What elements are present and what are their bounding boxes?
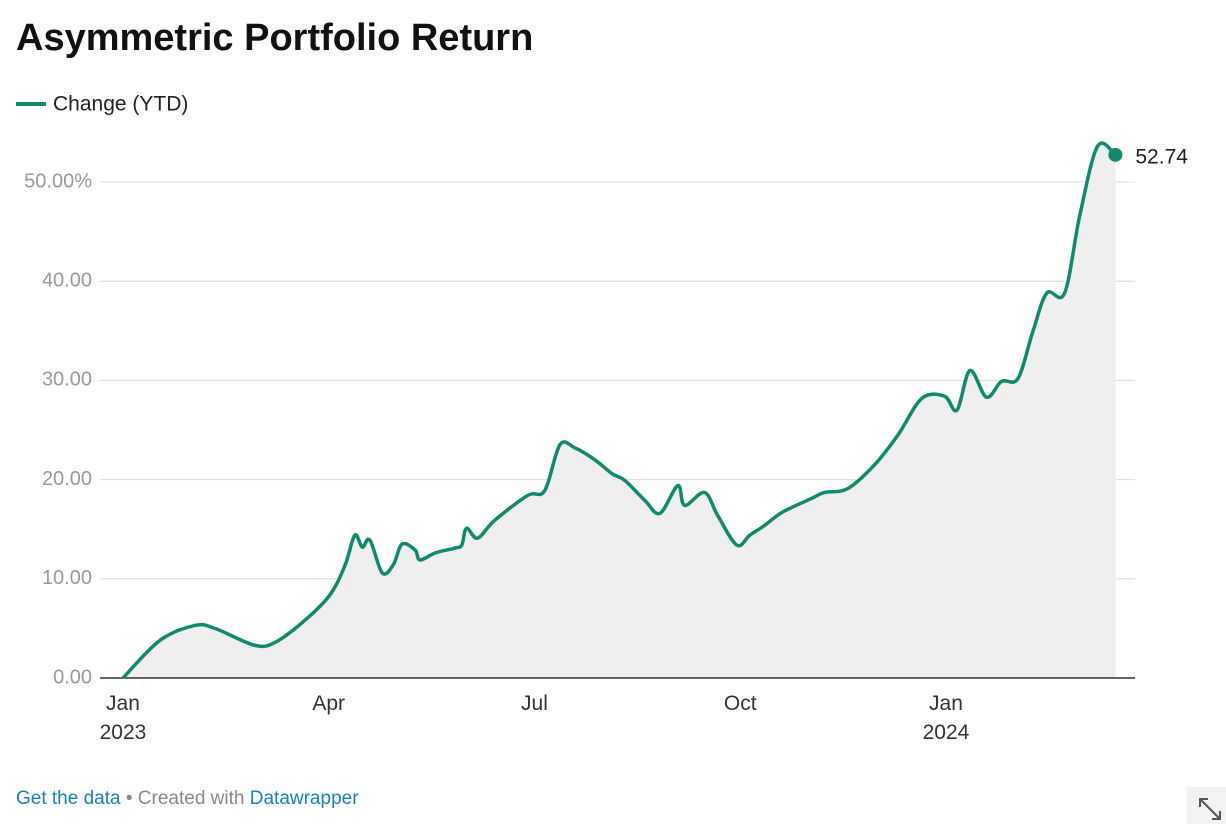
data-link[interactable]: Get the data xyxy=(16,788,121,809)
y-tick-label: 40.00 xyxy=(42,269,92,291)
y-tick-label: 50.00% xyxy=(24,170,92,192)
x-tick-label: Apr xyxy=(312,692,346,715)
y-tick-label: 10.00 xyxy=(42,567,92,589)
tool-link[interactable]: Datawrapper xyxy=(249,788,359,809)
legend-label: Change (YTD) xyxy=(53,93,188,116)
y-tick-label: 20.00 xyxy=(42,468,92,490)
credit: Created with xyxy=(137,788,245,809)
line xyxy=(121,141,1117,680)
chart-title: Asymmetric Portfolio Return xyxy=(16,17,533,59)
x-tick-label: Jan 2023 xyxy=(99,692,147,744)
y-tick-label: 30.00 xyxy=(42,369,92,391)
x-tick-label: Jul xyxy=(521,692,548,715)
x-tick-label: Oct xyxy=(723,692,757,715)
end-point xyxy=(1108,147,1123,162)
x-tick-label: Jan 2024 xyxy=(922,692,970,744)
footer: Get the data • Created with Datawrapper xyxy=(16,788,359,809)
end-value-label: 52.74 xyxy=(1135,145,1188,168)
expand-icon xyxy=(1187,787,1226,824)
area xyxy=(122,143,1116,679)
y-tick-label: 0.00 xyxy=(53,666,92,688)
